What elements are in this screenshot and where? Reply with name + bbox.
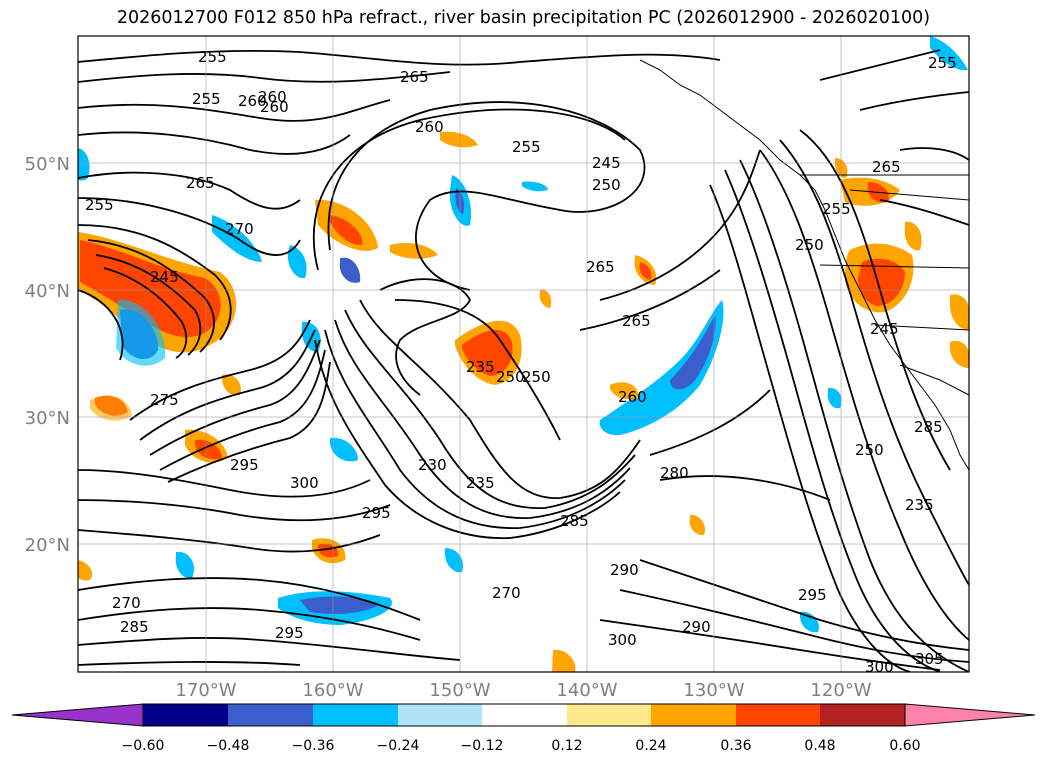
lat-labels: 50°N 40°N 30°N 20°N (25, 154, 70, 556)
contour-label: 265 (186, 174, 215, 192)
contour-label: 285 (914, 418, 943, 436)
colorbar-segment (820, 704, 905, 726)
colorbar-segment (143, 704, 228, 726)
contour-label: 300 (608, 631, 637, 649)
colorbar-tick-label: 0.48 (804, 738, 835, 754)
contour-label: 235 (466, 474, 495, 492)
lon-label-150w: 150°W (429, 680, 490, 701)
contour-label: 295 (230, 456, 259, 474)
contour-label: 250 (522, 368, 551, 386)
colorbar-extend-low (11, 703, 144, 727)
coastlines (639, 59, 969, 471)
contour-label: 260 (260, 98, 289, 116)
contour-label: 245 (870, 320, 899, 338)
colorbar-tick-label: −0.24 (377, 738, 420, 754)
contour-label: 255 (512, 138, 541, 156)
contour-label: 270 (112, 594, 141, 612)
contour-label: 255 (822, 200, 851, 218)
contour-label: 305 (915, 650, 944, 668)
contour-label: 285 (120, 618, 149, 636)
lon-labels: 170°W 160°W 150°W 140°W 130°W 120°W (175, 680, 871, 701)
colorbar-tick-label: −0.36 (292, 738, 335, 754)
contour-label: 270 (225, 220, 254, 238)
contour-label: 295 (275, 624, 304, 642)
contour-label: 230 (418, 456, 447, 474)
lon-label-160w: 160°W (302, 680, 363, 701)
contour-label: 260 (258, 88, 287, 106)
lon-label-140w: 140°W (556, 680, 617, 701)
lat-label-50n: 50°N (25, 154, 70, 175)
contour-label: 295 (798, 586, 827, 604)
contour-label: 245 (150, 268, 179, 286)
colorbar-frame (142, 703, 906, 727)
precip-shading (78, 36, 969, 672)
colorbar-extend-high (904, 703, 1036, 727)
contour-label: 250 (592, 176, 621, 194)
colorbar-segment (736, 704, 820, 726)
contour-label: 250 (855, 441, 884, 459)
map-plot-area: 255 255 255 260 265 260 255 245 250 265 … (78, 36, 969, 676)
contour-label: 260 (238, 92, 267, 110)
colorbar-tick-label: 0.60 (889, 738, 920, 754)
contour-label: 275 (150, 391, 179, 409)
contour-label: 255 (192, 90, 221, 108)
contour-label-group: 255 255 255 260 265 260 255 245 250 265 … (85, 48, 957, 676)
colorbar-tick-label: −0.48 (207, 738, 250, 754)
colorbar-tick-label: −0.60 (122, 738, 165, 754)
contour-label: 255 (85, 196, 114, 214)
colorbar-segment (398, 704, 482, 726)
contour-label: 245 (592, 154, 621, 172)
colorbar: −0.60 −0.48 −0.36 −0.24 −0.12 0.12 0.24 … (11, 703, 1036, 754)
contour-label: 290 (682, 618, 711, 636)
contour-label: 280 (660, 464, 689, 482)
contour-label: 295 (362, 504, 391, 522)
lat-label-20n: 20°N (25, 535, 70, 556)
contour-label: 285 (560, 512, 589, 530)
contour-label: 235 (905, 496, 934, 514)
colorbar-segment (228, 704, 313, 726)
map-title: 2026012700 F012 850 hPa refract., river … (116, 8, 931, 28)
contour-label: 300 (290, 474, 319, 492)
contour-label: 265 (400, 68, 429, 86)
colorbar-tick-label: 0.36 (720, 738, 751, 754)
colorbar-tick-label: −0.12 (461, 738, 504, 754)
lon-label-130w: 130°W (683, 680, 744, 701)
lon-label-120w: 120°W (810, 680, 871, 701)
colorbar-segment (313, 704, 398, 726)
refractivity-contours (78, 49, 969, 672)
contour-label: 255 (198, 48, 227, 66)
contour-label: 235 (466, 358, 495, 376)
contour-label: 260 (618, 388, 647, 406)
contour-label: 255 (928, 54, 957, 72)
lat-label-40n: 40°N (25, 281, 70, 302)
contour-label: 265 (872, 158, 901, 176)
contour-label: 260 (415, 118, 444, 136)
lon-label-170w: 170°W (175, 680, 236, 701)
contour-label: 265 (622, 312, 651, 330)
lat-label-30n: 30°N (25, 408, 70, 429)
colorbar-segment (651, 704, 736, 726)
colorbar-tick-label: 0.24 (635, 738, 666, 754)
contour-label: 250 (496, 368, 525, 386)
contour-label: 290 (610, 561, 639, 579)
contour-label: 250 (795, 236, 824, 254)
contour-label: 270 (492, 584, 521, 602)
colorbar-tick-label: 0.12 (551, 738, 582, 754)
gridlines (78, 36, 969, 672)
colorbar-segment (567, 704, 651, 726)
colorbar-segment (482, 704, 567, 726)
map-frame (77, 35, 970, 673)
contour-label: 265 (586, 258, 615, 276)
contour-label: 300 (865, 658, 894, 676)
